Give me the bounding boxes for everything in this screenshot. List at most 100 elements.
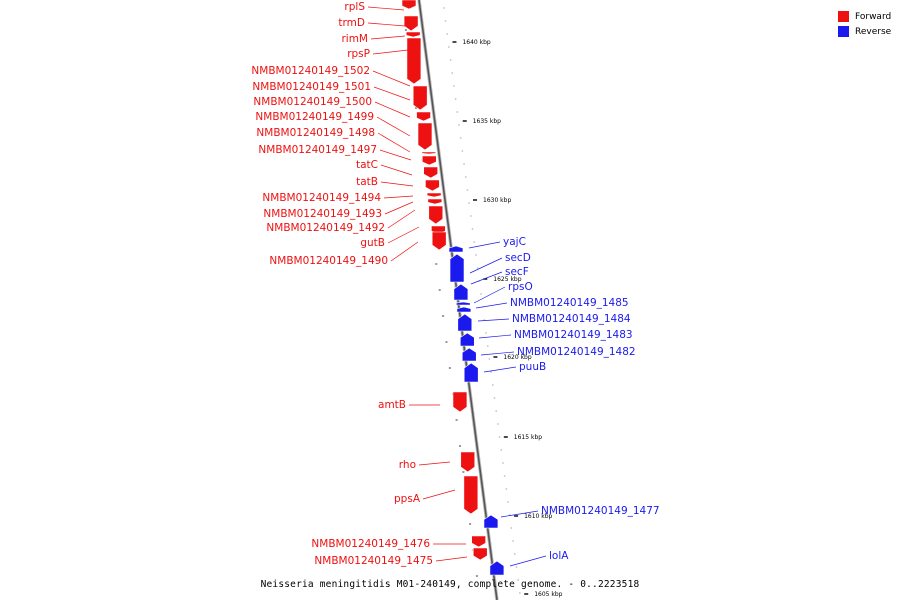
gene-label: ppsA [394,493,421,505]
gene-arrow [431,231,447,251]
gene-connector [473,286,506,304]
legend-item-reverse: Reverse [838,24,891,39]
gene-label: puuB [519,361,546,373]
gene-arrow [448,245,464,253]
gene-connector [370,35,406,40]
genome-caption: Neisseria meningitidis M01-240149, compl… [260,579,640,590]
gene-label: NMBM01240149_1483 [514,329,633,341]
gene-connector [435,556,468,562]
gene-arrow [403,15,419,32]
gene-label: rplS [344,1,365,13]
gene-connector [418,461,451,466]
tick-label: 1615 kbp [514,434,542,441]
gene-connector [376,116,411,137]
gene-label: tatB [356,176,378,188]
gene-connector [470,271,503,285]
gene-arrow [421,155,437,166]
gene-label: rho [399,459,416,471]
gene-label: gutB [360,237,385,249]
gene-arrow [463,362,479,383]
gene-connector [390,241,419,262]
gene-arrow [417,122,433,151]
gene-connector [468,241,501,249]
gene-label: trmD [338,17,365,29]
gene-connector [478,334,512,339]
gene-arrow [455,301,471,306]
tick-label: 1605 kbp [534,591,562,598]
gene-label: NMBM01240149_1475 [314,555,433,567]
gene-label: rimM [341,33,368,45]
gene-connector [387,209,416,229]
gene-label: NMBM01240149_1493 [263,208,382,220]
gene-label: NMBM01240149_1482 [517,346,636,358]
gene-label: lolA [549,550,569,562]
gene-arrow [453,283,469,301]
gene-connector [380,181,414,187]
tick-label: 1640 kbp [462,39,490,46]
tick-label: 1620 kbp [503,354,531,361]
gene-label: NMBM01240149_1476 [311,538,430,550]
gene-arrow [452,391,468,413]
gene-label: NMBM01240149_1499 [255,111,374,123]
gene-label: rpsP [347,48,370,60]
gene-arrow [426,192,442,198]
gene-arrow [412,85,428,111]
tick-label: 1625 kbp [493,276,521,283]
gene-label: yajC [503,236,526,248]
gene-arrow [460,451,476,473]
legend-label-reverse: Reverse [855,26,892,37]
gene-label: NMBM01240149_1484 [512,313,631,325]
tick-label: 1610 kbp [524,513,552,520]
gene-label: rpsO [508,281,533,293]
gene-connector [373,86,411,101]
gene-label: amtB [378,399,406,411]
gene-arrow [472,547,488,561]
gene-connector [379,149,412,161]
gene-arrow [425,179,440,192]
gene-connector [372,49,409,55]
gene-arrow [416,111,431,122]
gene-arrow [471,535,486,548]
gene-arrow [428,205,444,225]
gene-connector [475,302,508,309]
gene-label: secF [505,266,529,278]
legend-item-forward: Forward [838,9,891,24]
gene-arrow [401,0,417,10]
gene-arrow [427,198,443,205]
gene-label: NMBM01240149_1490 [269,255,388,267]
gene-connector [374,101,411,118]
gene-label: NMBM01240149_1501 [252,81,371,93]
gene-connector [367,22,406,27]
gene-connector [477,318,510,322]
gene-label: NMBM01240149_1502 [251,65,370,77]
gene-connector [377,132,411,153]
legend-label-forward: Forward [855,11,892,22]
gene-connector [469,257,503,274]
gene-connector [372,70,411,87]
gene-arrow [457,313,473,332]
gene-arrow [423,166,439,179]
gene-label: tatC [356,159,378,171]
gene-arrow [459,332,475,347]
gene-label: secD [505,252,531,264]
tick-label: 1635 kbp [473,118,501,125]
forward-swatch-icon [838,11,849,22]
gene-connector [500,510,539,518]
gene-arrow [406,37,422,85]
gene-label: NMBM01240149_1492 [266,222,385,234]
gene-arrow [489,560,505,576]
gene-connector [384,201,414,215]
gene-arrow [463,475,479,515]
gene-arrow [405,31,421,38]
gene-connector [422,489,456,500]
gene-label: NMBM01240149_1498 [256,127,375,139]
gene-label: NMBM01240149_1500 [253,96,372,108]
reverse-swatch-icon [838,26,849,37]
gene-connector [509,555,547,567]
gene-connector [367,6,405,11]
gene-arrow [461,347,477,362]
gene-arrow [483,514,499,529]
gene-arrow [449,253,465,283]
gene-connector [387,226,420,244]
